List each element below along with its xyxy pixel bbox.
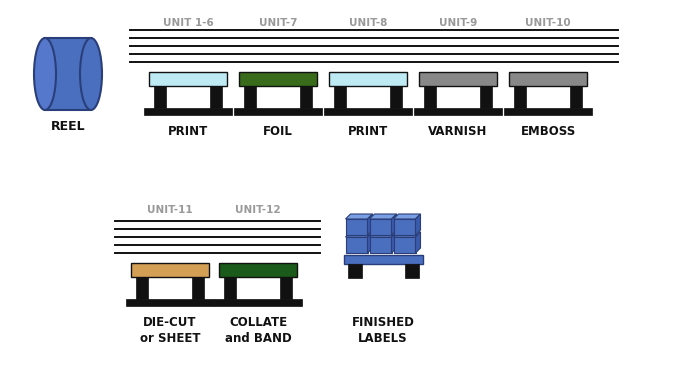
Polygon shape: [345, 232, 373, 237]
Bar: [414, 108, 502, 115]
Text: UNIT-9: UNIT-9: [439, 18, 477, 28]
Bar: [210, 86, 222, 108]
Bar: [369, 237, 392, 253]
Bar: [280, 277, 292, 299]
Polygon shape: [392, 214, 396, 235]
Bar: [394, 237, 415, 253]
Polygon shape: [369, 232, 396, 237]
Bar: [219, 263, 297, 277]
Bar: [144, 108, 232, 115]
Bar: [154, 86, 166, 108]
Text: PRINT: PRINT: [168, 125, 208, 138]
Text: UNIT-7: UNIT-7: [259, 18, 297, 28]
Bar: [347, 264, 362, 278]
Bar: [136, 277, 148, 299]
Bar: [126, 299, 214, 306]
Text: DIE-CUT
or SHEET: DIE-CUT or SHEET: [140, 316, 200, 345]
Bar: [345, 237, 367, 253]
Bar: [390, 86, 402, 108]
Bar: [343, 255, 422, 264]
Bar: [131, 263, 209, 277]
Polygon shape: [415, 232, 420, 253]
Text: EMBOSS: EMBOSS: [520, 125, 576, 138]
Polygon shape: [367, 214, 373, 235]
Polygon shape: [345, 214, 373, 219]
Bar: [570, 86, 582, 108]
Bar: [149, 72, 227, 86]
Bar: [480, 86, 492, 108]
Bar: [45, 38, 91, 110]
Bar: [192, 277, 204, 299]
Text: UNIT-8: UNIT-8: [349, 18, 387, 28]
Polygon shape: [394, 214, 420, 219]
Polygon shape: [392, 232, 396, 253]
Text: UNIT-10: UNIT-10: [525, 18, 571, 28]
Bar: [394, 219, 415, 235]
Bar: [504, 108, 592, 115]
Text: REEL: REEL: [51, 120, 85, 133]
Bar: [324, 108, 412, 115]
Polygon shape: [369, 214, 396, 219]
Text: UNIT 1-6: UNIT 1-6: [163, 18, 214, 28]
Text: COLLATE
and BAND: COLLATE and BAND: [224, 316, 291, 345]
Bar: [514, 86, 526, 108]
Bar: [369, 219, 392, 235]
Text: FOIL: FOIL: [263, 125, 293, 138]
Bar: [509, 72, 587, 86]
Bar: [234, 108, 322, 115]
Bar: [300, 86, 312, 108]
Text: VARNISH: VARNISH: [428, 125, 488, 138]
Bar: [214, 299, 302, 306]
Polygon shape: [394, 232, 420, 237]
Bar: [419, 72, 497, 86]
Bar: [345, 219, 367, 235]
Polygon shape: [367, 232, 373, 253]
Bar: [239, 72, 317, 86]
Bar: [224, 277, 236, 299]
Bar: [424, 86, 436, 108]
Bar: [244, 86, 256, 108]
Text: PRINT: PRINT: [348, 125, 388, 138]
Text: FINISHED
LABELS: FINISHED LABELS: [352, 316, 414, 345]
Ellipse shape: [80, 38, 102, 110]
Bar: [334, 86, 346, 108]
Ellipse shape: [34, 38, 56, 110]
Text: UNIT-12: UNIT-12: [235, 205, 281, 215]
Polygon shape: [415, 214, 420, 235]
Bar: [329, 72, 407, 86]
Text: UNIT-11: UNIT-11: [147, 205, 193, 215]
Bar: [405, 264, 418, 278]
